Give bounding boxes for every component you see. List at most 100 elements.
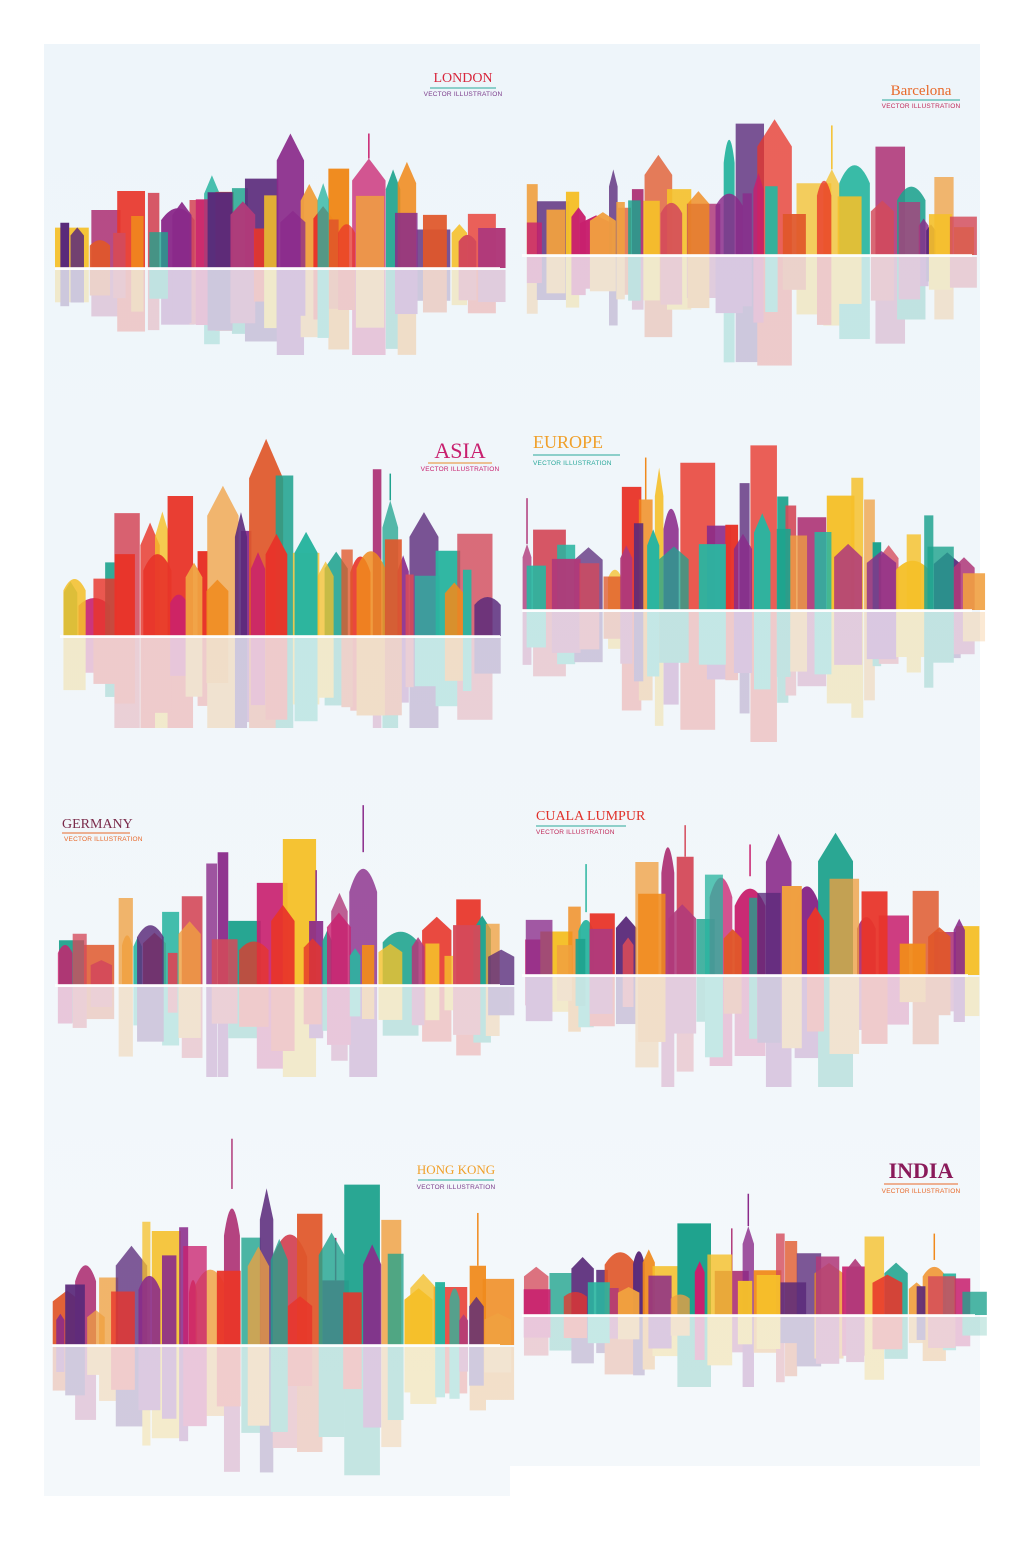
building-reflection	[317, 270, 329, 338]
building-reflection	[189, 270, 210, 325]
building-reflection	[714, 1317, 749, 1353]
building-reflection	[897, 257, 926, 320]
building-reflection	[217, 987, 229, 1077]
building	[270, 1238, 288, 1345]
building-reflection	[292, 638, 320, 705]
building-reflection	[912, 977, 939, 1045]
building-reflection	[256, 987, 288, 1069]
building-reflection	[540, 977, 573, 1012]
building-reflection	[422, 987, 452, 1042]
building	[384, 539, 402, 636]
building-reflection	[742, 257, 752, 307]
building-reflection	[179, 1347, 189, 1442]
building-reflection	[405, 638, 414, 688]
building	[89, 240, 111, 268]
building	[318, 1232, 345, 1345]
building-reflection	[742, 1317, 754, 1387]
building-reflection	[433, 1347, 468, 1394]
building-reflection	[462, 638, 472, 692]
subtitle: VECTOR ILLUSTRATION	[64, 836, 143, 843]
building-reflection	[474, 638, 501, 674]
building	[122, 935, 133, 985]
building-reflection	[753, 1317, 782, 1353]
building	[707, 1254, 733, 1315]
building-reflection	[105, 638, 116, 697]
building	[394, 212, 418, 268]
building	[65, 1284, 85, 1345]
building-reflection	[814, 1317, 844, 1359]
building-reflection	[318, 1347, 345, 1438]
building	[93, 578, 117, 636]
building-reflection	[478, 270, 506, 303]
building	[579, 563, 600, 610]
building-reflection	[247, 1347, 270, 1426]
building-reflection	[814, 612, 832, 675]
building-reflection	[680, 612, 716, 730]
building-reflection	[382, 987, 419, 1036]
building-reflection	[151, 1347, 181, 1439]
building-reflection	[628, 257, 641, 301]
building-reflection	[864, 1317, 885, 1380]
building-reflection	[589, 977, 613, 1014]
building	[294, 531, 318, 636]
building	[422, 214, 447, 268]
building-reflection	[864, 612, 875, 701]
building-reflection	[837, 257, 862, 304]
building-reflection	[955, 977, 980, 1017]
building	[628, 200, 641, 255]
building	[469, 1296, 484, 1345]
building-reflection	[114, 638, 140, 728]
building	[814, 532, 832, 610]
building-reflection	[609, 1317, 619, 1339]
building-reflection	[172, 270, 192, 323]
building-reflection	[676, 977, 694, 1072]
building	[338, 224, 356, 268]
building-reflection	[444, 638, 464, 681]
building-reflection	[133, 987, 142, 1026]
building-reflection	[161, 1347, 177, 1419]
building-reflection	[568, 977, 581, 1032]
building-reflection	[409, 638, 439, 728]
building-reflection	[350, 638, 371, 711]
building	[525, 919, 553, 975]
subtitle: VECTOR ILLUSTRATION	[417, 1184, 496, 1191]
building-reflection	[230, 270, 256, 324]
building-reflection	[244, 270, 279, 342]
building-reflection	[223, 1347, 240, 1472]
building-reflection	[942, 1317, 957, 1351]
building	[526, 222, 542, 255]
building-reflection	[363, 1347, 382, 1428]
building	[326, 912, 351, 985]
building	[765, 186, 778, 255]
building-reflection	[851, 612, 864, 718]
building-reflection	[70, 270, 84, 303]
building-reflection	[313, 270, 333, 320]
building	[87, 1310, 105, 1345]
building-reflection	[382, 638, 399, 728]
building-reflection	[898, 257, 921, 300]
building-reflection	[349, 987, 361, 1017]
reflection	[526, 257, 977, 366]
building	[474, 597, 501, 636]
building-reflection	[435, 1347, 446, 1398]
building-reflection	[207, 270, 233, 331]
building-reflection	[239, 987, 269, 1027]
building-reflection	[647, 612, 660, 677]
building-reflection	[234, 638, 248, 728]
building-reflection	[356, 638, 386, 716]
building-reflection	[927, 612, 954, 663]
building	[113, 232, 126, 268]
building-reflection	[272, 1347, 308, 1449]
building-reflection	[410, 1347, 437, 1404]
building	[870, 200, 894, 255]
building-reflection	[536, 257, 570, 300]
building-reflection	[207, 638, 239, 728]
building	[737, 1280, 753, 1315]
building-reflection	[633, 1317, 645, 1376]
building-reflection	[866, 612, 897, 660]
building-reflection	[167, 987, 178, 1013]
skyline	[57, 805, 515, 985]
building-reflection	[870, 257, 894, 301]
building-reflection	[467, 270, 496, 314]
building-reflection	[211, 987, 238, 1024]
